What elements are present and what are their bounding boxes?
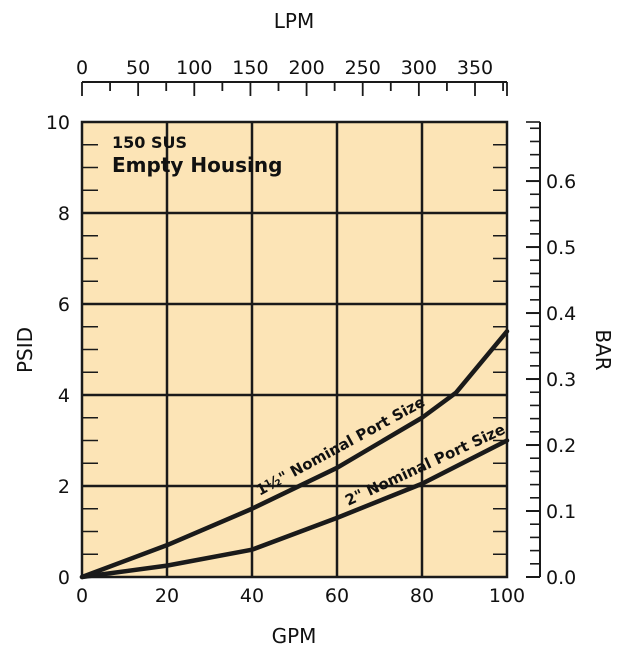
right-axis-title: BAR: [591, 329, 615, 370]
x-tick-labels: 0 20 40 60 80 100: [76, 585, 525, 607]
top-tick-label: 100: [176, 57, 212, 79]
series-lines: [79, 329, 510, 580]
top-tick-label: 150: [232, 57, 268, 79]
x-tick-label: 40: [240, 585, 264, 607]
top-tick-label: 0: [76, 57, 88, 79]
y-tick-label: 2: [58, 476, 70, 498]
top-tick-label: 350: [457, 57, 493, 79]
right-tick-label: 0.0: [546, 567, 576, 589]
top-tick-label: 200: [288, 57, 324, 79]
x-tick-label: 20: [155, 585, 179, 607]
plot-area: [82, 122, 507, 577]
viscosity-note: 150 SUS: [112, 133, 187, 152]
top-axis-title: LPM: [274, 9, 314, 33]
series-line-2: [79, 438, 510, 580]
y-tick-label: 0: [58, 567, 70, 589]
plot-frame: [80, 120, 509, 579]
top-tick-label: 250: [345, 57, 381, 79]
x-tick-label: 100: [489, 585, 525, 607]
y-tick-label: 6: [58, 294, 70, 316]
right-tick-label: 0.5: [546, 237, 576, 259]
x-tick-label: 80: [410, 585, 434, 607]
top-tick-label: 50: [126, 57, 150, 79]
minor-ticks: [82, 144, 507, 555]
housing-note: Empty Housing: [112, 153, 282, 177]
right-tick-label: 0.6: [546, 171, 576, 193]
x-tick-label: 0: [76, 585, 88, 607]
right-tick-label: 0.4: [546, 303, 576, 325]
top-axis: 0 50 100 150 200 250 300 350: [76, 57, 508, 96]
y-tick-label: 10: [46, 112, 70, 134]
right-axis: 0.0 0.1 0.2 0.3 0.4 0.5 0.6: [526, 121, 576, 589]
series-line-1: [79, 329, 510, 580]
top-tick-label: 300: [401, 57, 437, 79]
x-axis-title: GPM: [272, 624, 317, 648]
right-tick-label: 0.1: [546, 501, 576, 523]
right-tick-label: 0.2: [546, 435, 576, 457]
right-tick-label: 0.3: [546, 369, 576, 391]
y-tick-label: 4: [58, 385, 70, 407]
y-tick-labels: 0 2 4 6 8 10: [46, 112, 70, 589]
y-tick-label: 8: [58, 203, 70, 225]
y-axis-title: PSID: [13, 327, 37, 373]
x-tick-label: 60: [325, 585, 349, 607]
